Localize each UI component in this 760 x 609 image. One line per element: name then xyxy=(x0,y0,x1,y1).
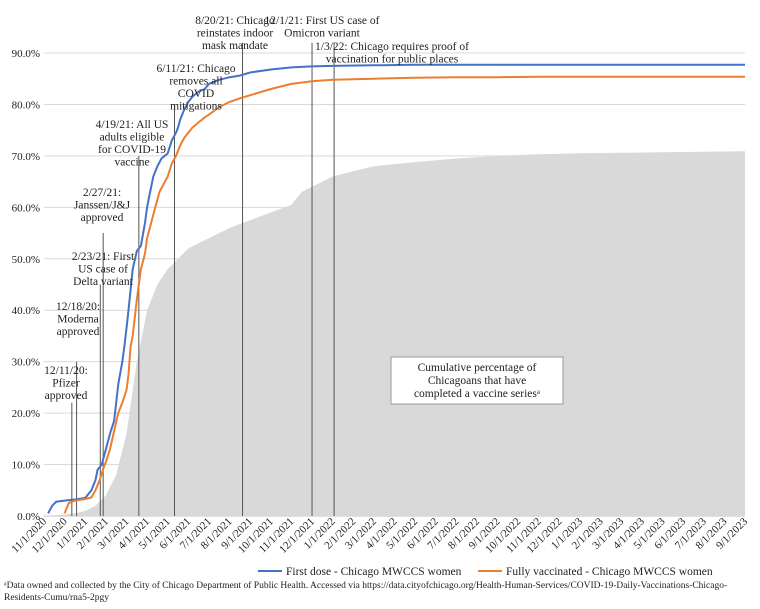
y-tick-label: 90.0% xyxy=(12,48,40,60)
annotation-text: Moderna xyxy=(57,314,99,326)
legend: First dose - Chicago MWCCS women Fully va… xyxy=(258,566,713,578)
annotation-text: Delta variant xyxy=(73,276,134,288)
annotation-text: vaccine xyxy=(114,157,149,169)
annotation-text: 2/23/21: First xyxy=(72,251,135,263)
annotation-text: removes all xyxy=(169,76,222,88)
area-label-text: Chicagoans that have xyxy=(428,375,526,387)
y-tick-label: 30.0% xyxy=(12,357,40,369)
area-series-chicagoans xyxy=(44,151,745,517)
area-label-box xyxy=(390,356,564,405)
event-annotations: 12/11/20:Pfizerapproved12/18/20:Modernaa… xyxy=(44,15,469,402)
annotation-text: 8/20/21: Chicago xyxy=(195,15,275,27)
series-line-fully-vaccinated xyxy=(63,75,745,514)
annotation-text: COVID xyxy=(178,88,214,100)
annotation-text: adults eligible xyxy=(100,132,165,144)
annotation-text: Janssen/J&J xyxy=(74,200,131,212)
annotation-text: 12/18/20: xyxy=(56,301,100,313)
footnote: ᵃData owned and collected by the City of… xyxy=(4,581,728,603)
annotation-text: US case of xyxy=(78,264,128,276)
legend-label-first-dose: First dose - Chicago MWCCS women xyxy=(286,566,462,578)
y-tick-label: 80.0% xyxy=(12,99,40,111)
annotation-text: 12/11/20: xyxy=(44,365,88,377)
annotation-text: Omicron variant xyxy=(284,28,360,40)
annotation-text: 6/11/21: Chicago xyxy=(156,63,235,75)
cohort-line-series xyxy=(47,63,745,514)
annotation-text: 2/27/21: xyxy=(83,187,121,199)
annotation-text: 4/19/21: All US xyxy=(96,119,169,131)
y-tick-label: 70.0% xyxy=(12,151,40,163)
y-axis-ticks: 0.0% 10.0% 20.0% 30.0% 40.0% 50.0% 60.0% 70.0% 8… xyxy=(12,48,40,523)
y-tick-label: 50.0% xyxy=(12,254,40,266)
y-tick-label: 10.0% xyxy=(12,460,40,472)
y-tick-label: 40.0% xyxy=(12,305,40,317)
area-label-text: Cumulative percentage of xyxy=(418,362,537,374)
annotation-text: 12/1/21: First US case of xyxy=(265,15,380,27)
annotation-text: Pfizer xyxy=(52,378,80,390)
annotation-text: mitigations xyxy=(170,101,222,113)
annotation-text: mask mandate xyxy=(202,40,268,52)
annotation-text: approved xyxy=(57,326,100,338)
y-tick-label: 20.0% xyxy=(12,408,40,420)
y-tick-label: 60.0% xyxy=(12,202,40,214)
annotation-text: approved xyxy=(81,212,124,224)
area-label-text: completed a vaccine seriesᵃ xyxy=(414,388,540,400)
event-lines xyxy=(71,42,335,516)
series-line-first-dose xyxy=(47,63,745,514)
annotation-text: vaccination for public places xyxy=(326,54,459,66)
annotation-text: reinstates indoor xyxy=(197,28,273,40)
annotation-text: 1/3/22: Chicago requires proof of xyxy=(315,41,469,53)
legend-label-fully-vaccinated: Fully vaccinated - Chicago MWCCS women xyxy=(506,566,713,578)
annotation-text: for COVID-19 xyxy=(98,144,166,156)
chicago-area-series xyxy=(44,151,745,517)
annotation-text: approved xyxy=(45,390,88,402)
y-tick-label: 0.0% xyxy=(17,511,40,523)
x-axis-ticks: 11/1/202012/1/20201/1/20212/1/20213/1/20… xyxy=(9,515,750,555)
